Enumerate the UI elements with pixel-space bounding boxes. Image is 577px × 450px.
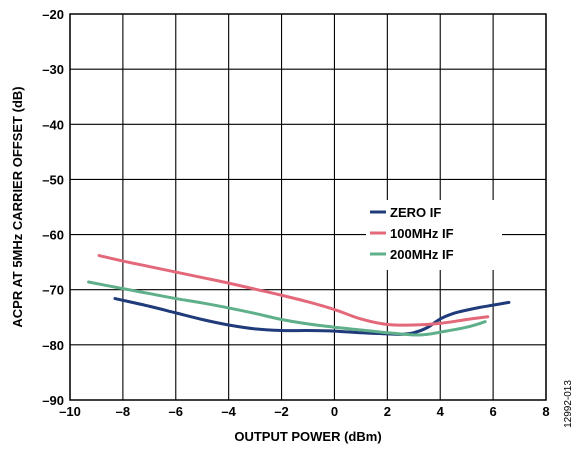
x-tick-label: –8 — [116, 404, 130, 419]
y-tick-label: –90 — [42, 393, 64, 408]
y-tick-label: –70 — [42, 283, 64, 298]
x-tick-labels: –10 –8 –6 –4 –2 0 2 4 6 8 — [59, 404, 549, 419]
x-tick-label: 8 — [542, 404, 549, 419]
legend-label-100mhz-if: 100MHz IF — [390, 226, 454, 241]
x-tick-label: –6 — [169, 404, 183, 419]
legend-label-200mhz-if: 200MHz IF — [390, 247, 454, 262]
y-tick-label: –80 — [42, 338, 64, 353]
series-layer — [87, 254, 511, 337]
x-tick-label: 6 — [489, 404, 496, 419]
legend-background — [366, 200, 502, 270]
plot-frame — [69, 13, 547, 401]
series-line-100mhz-if — [97, 254, 490, 327]
legend-label-zero-if: ZERO IF — [390, 205, 441, 220]
legend: ZERO IF 100MHz IF 200MHz IF — [366, 200, 502, 270]
series-line-200mhz-if — [87, 280, 487, 337]
series-line-zero-if — [113, 297, 511, 336]
x-tick-label: –10 — [59, 404, 81, 419]
y-tick-label: –20 — [42, 7, 64, 22]
y-tick-label: –40 — [42, 117, 64, 132]
y-axis-title: ACPR AT 5MHz CARRIER OFFSET (dB) — [10, 86, 25, 327]
y-tick-labels: –20 –30 –40 –50 –60 –70 –80 –90 — [42, 7, 64, 408]
x-tick-label: –2 — [274, 404, 288, 419]
y-tick-label: –30 — [42, 62, 64, 77]
x-tick-label: 4 — [437, 404, 445, 419]
y-tick-label: –50 — [42, 172, 64, 187]
x-tick-label: 0 — [331, 404, 338, 419]
figure-id: 12992-013 — [563, 380, 574, 428]
y-tick-label: –60 — [42, 228, 64, 243]
x-axis-title: OUTPUT POWER (dBm) — [234, 429, 381, 444]
x-tick-label: –4 — [221, 404, 236, 419]
x-tick-label: 2 — [384, 404, 391, 419]
